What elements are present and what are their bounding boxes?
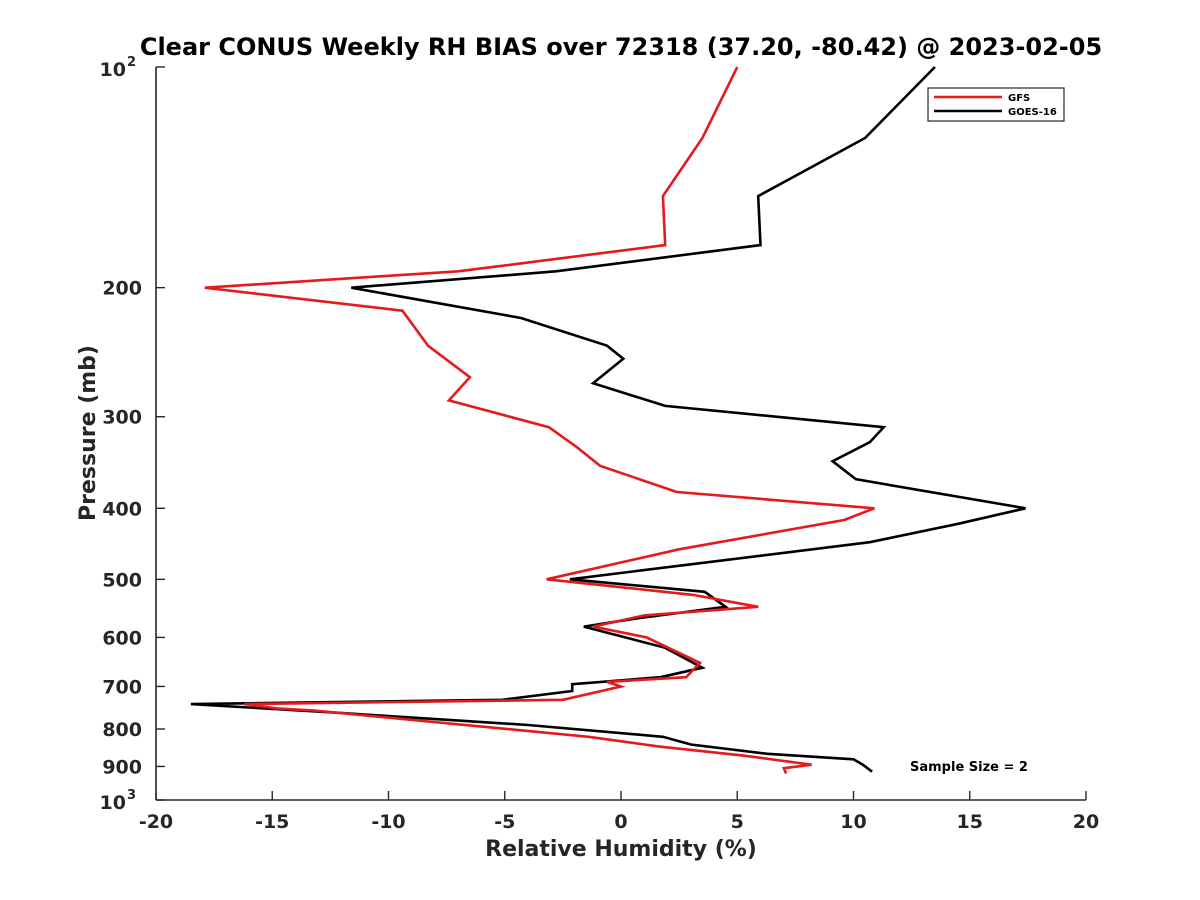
y-tick-label: 10 [100,59,126,81]
y-tick-exponent: 3 [127,788,136,803]
x-tick-label: -10 [371,811,405,833]
series-line-goes16 [190,66,1026,773]
x-tick-label: -15 [255,811,289,833]
series-layer [190,66,1026,775]
y-tick-label: 400 [102,498,142,520]
x-tick-label: 0 [614,811,627,833]
x-tick-label: 20 [1073,811,1099,833]
legend-box [927,87,1065,122]
y-tick-label: 300 [102,407,142,429]
y-tick-label: 900 [102,756,142,778]
x-tick-label: 10 [840,811,866,833]
y-tick-exponent: 2 [127,55,136,70]
y-tick-label: 700 [102,676,142,698]
chart-title: Clear CONUS Weekly RH BIAS over 72318 (3… [140,33,1102,61]
series-line-gfs [204,66,875,775]
x-tick-label: -5 [494,811,515,833]
sample-size-annotation: Sample Size = 2 [910,760,1028,775]
y-tick-label: 600 [102,627,142,649]
legend-label-goes16: GOES-16 [1008,107,1057,118]
x-ticks: -20 -15 -10 -5 0 5 10 15 20 [139,791,1099,833]
plot-area: -20 -15 -10 -5 0 5 10 15 20 10 220030040050060070… [100,55,1100,833]
y-tick-label: 200 [102,278,142,300]
y-tick-label: 800 [102,719,142,741]
y-tick-label: 500 [102,569,142,591]
x-axis-label: Relative Humidity (%) [485,837,757,862]
x-tick-label: 15 [957,811,983,833]
x-tick-label: 5 [731,811,744,833]
y-axis-label: Pressure (mb) [76,345,101,521]
plot-background [156,67,1086,800]
x-tick-label: -20 [139,811,173,833]
y-tick-label: 10 [100,792,126,814]
legend: GFS GOES-16 [927,87,1065,122]
legend-label-gfs: GFS [1008,93,1030,104]
